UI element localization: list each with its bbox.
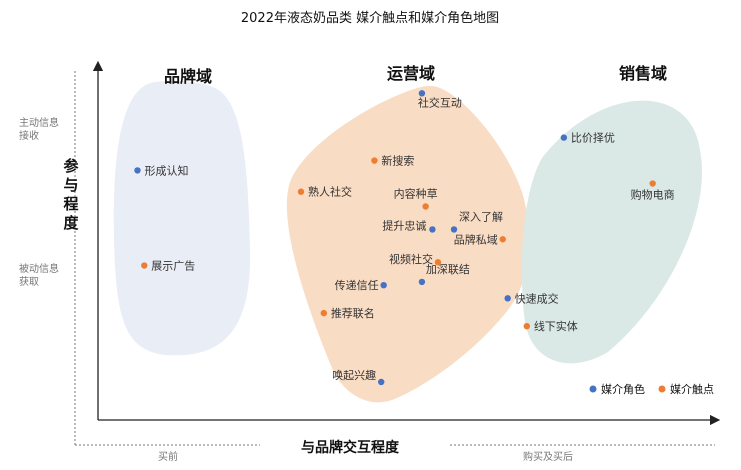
data-point-label: 传递信任 bbox=[335, 278, 379, 292]
y-bottom-label: 被动信息获取 bbox=[19, 262, 59, 288]
brand-domain-region bbox=[113, 80, 251, 356]
data-point-label: 快速成交 bbox=[515, 291, 559, 305]
data-point-label: 展示广告 bbox=[151, 260, 195, 273]
data-point-label: 提升忠诚 bbox=[382, 219, 426, 232]
data-point bbox=[134, 167, 141, 174]
x-right-label: 购买及买后 bbox=[523, 450, 573, 463]
legend-marker-media-role bbox=[589, 385, 597, 393]
data-point-label: 购物电商 bbox=[631, 188, 675, 202]
data-point-label: 线下实体 bbox=[534, 319, 578, 333]
data-point bbox=[378, 378, 385, 386]
x-left-label: 买前 bbox=[158, 450, 178, 463]
data-point-label: 内容种草 bbox=[394, 186, 438, 200]
data-point-label: 熟人社交 bbox=[308, 185, 352, 199]
data-point bbox=[418, 278, 426, 286]
domain-label-brand: 品牌域 bbox=[164, 67, 212, 86]
data-point-label: 加深联结 bbox=[426, 263, 470, 276]
data-point bbox=[560, 134, 568, 141]
data-point bbox=[141, 262, 148, 269]
data-point-label: 比价择优 bbox=[571, 131, 615, 145]
data-point bbox=[523, 323, 531, 330]
domain-label-operations: 运营域 bbox=[387, 64, 435, 83]
sales-domain-region bbox=[521, 100, 702, 364]
data-point bbox=[429, 226, 436, 233]
domain-label-sales: 销售域 bbox=[619, 64, 667, 83]
data-point-label: 推荐联名 bbox=[331, 306, 375, 320]
data-point-label: 深入了解 bbox=[459, 209, 503, 223]
data-point-label: 视频社交 bbox=[389, 252, 433, 266]
legend-marker-media-touchpoint bbox=[658, 385, 666, 393]
data-point bbox=[418, 90, 426, 97]
legend-label-media-touchpoint: 媒介触点 bbox=[670, 382, 714, 396]
data-point-label: 社交互动 bbox=[418, 95, 462, 109]
data-point bbox=[371, 157, 378, 164]
operations-domain-region bbox=[286, 85, 530, 403]
legend: 媒介角色 媒介触点 bbox=[589, 382, 714, 396]
y-top-label: 主动信息接收 bbox=[19, 116, 59, 142]
data-point-label: 唤起兴趣 bbox=[332, 368, 376, 382]
data-point-label: 形成认知 bbox=[144, 163, 188, 177]
data-point bbox=[422, 203, 429, 210]
x-axis-label: 与品牌交互程度 bbox=[301, 439, 400, 456]
data-point bbox=[297, 188, 305, 195]
data-point bbox=[434, 259, 442, 266]
data-point bbox=[450, 226, 458, 233]
data-point bbox=[499, 236, 506, 243]
legend-label-media-role: 媒介角色 bbox=[601, 382, 645, 396]
data-point-label: 品牌私域 bbox=[454, 232, 498, 246]
data-point bbox=[649, 180, 656, 187]
data-point-label: 新搜索 bbox=[381, 154, 414, 168]
data-point bbox=[380, 282, 387, 289]
data-point bbox=[320, 309, 328, 317]
chart-title: 2022年液态奶品类 媒介触点和媒介角色地图 bbox=[241, 10, 499, 26]
data-point bbox=[504, 295, 511, 302]
y-axis-label: 参与程度 bbox=[63, 157, 79, 232]
